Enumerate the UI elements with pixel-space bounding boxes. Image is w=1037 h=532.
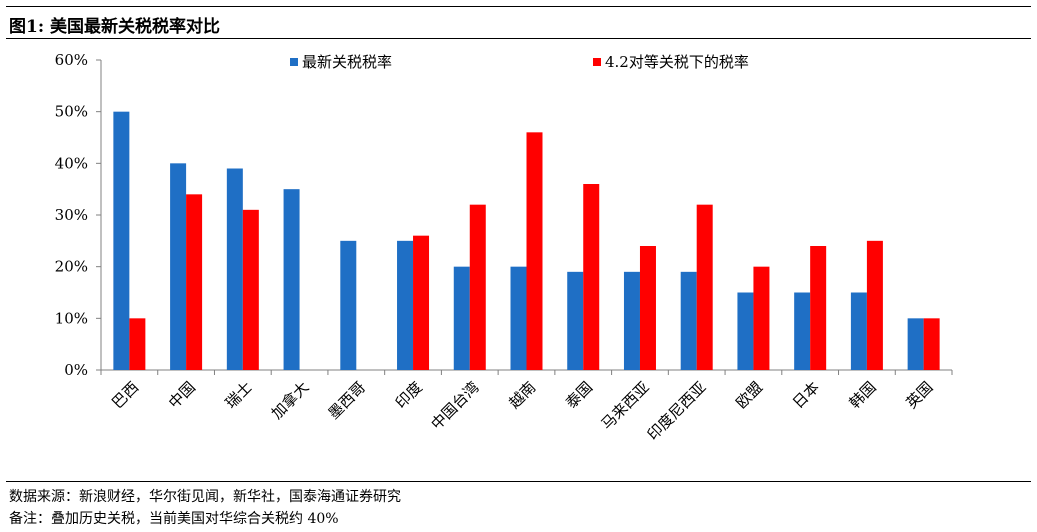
bar-reciprocal-tariff — [639, 246, 656, 370]
x-category-label: 日本 — [789, 378, 823, 412]
bar-reciprocal-tariff — [469, 204, 486, 370]
remark-note: 备注：叠加历史关税，当前美国对华综合关税约 40% — [9, 511, 339, 527]
x-category-label: 中国 — [165, 378, 199, 412]
y-tick-label: 20% — [55, 258, 88, 276]
x-category-label: 印度 — [392, 378, 426, 412]
bar-latest-tariff — [794, 292, 811, 370]
bar-reciprocal-tariff — [923, 318, 940, 370]
x-category-label: 英国 — [903, 378, 937, 412]
bar-latest-tariff — [226, 168, 243, 370]
bar-reciprocal-tariff — [753, 266, 770, 370]
bar-latest-tariff — [283, 189, 300, 370]
y-tick-label: 30% — [55, 206, 88, 224]
legend-swatch-latest — [290, 58, 298, 66]
y-tick-label: 0% — [64, 361, 88, 379]
bar-reciprocal-tariff — [866, 240, 883, 370]
x-category-label: 越南 — [505, 378, 539, 412]
bar-reciprocal-tariff — [242, 209, 259, 370]
bar-latest-tariff — [340, 240, 357, 370]
bar-latest-tariff — [850, 292, 867, 370]
bar-chart: 0% 10% 20% 30% 40% 50% 60% 巴西 中国 瑞士 加拿大 墨西哥 印度 中国台湾 越南… — [55, 51, 953, 444]
figure-title: 图1: 美国最新关税税率对比 — [9, 17, 221, 37]
y-tick-label: 50% — [55, 103, 88, 121]
x-category-label: 马来西亚 — [598, 378, 653, 433]
chart-area: 0% 10% 20% 30% 40% 50% 60% 巴西 中国 瑞士 加拿大 墨西哥 印度 中国台湾 越南… — [0, 40, 1037, 478]
x-category-label: 中国台湾 — [427, 378, 482, 433]
bar-reciprocal-tariff — [129, 318, 146, 370]
footer-rule — [6, 481, 1031, 482]
bar-reciprocal-tariff — [526, 132, 543, 370]
bar-latest-tariff — [510, 266, 527, 370]
x-category-label: 瑞士 — [222, 378, 256, 412]
x-category-label: 泰国 — [562, 378, 596, 412]
x-category-label: 印度尼西亚 — [644, 378, 710, 444]
header-top-rule — [6, 6, 1031, 7]
bar-reciprocal-tariff — [810, 246, 827, 370]
bar-latest-tariff — [623, 271, 640, 370]
bar-reciprocal-tariff — [583, 184, 600, 370]
bar-reciprocal-tariff — [413, 235, 430, 370]
bar-latest-tariff — [907, 318, 924, 370]
x-category-label: 韩国 — [846, 378, 880, 412]
legend-label-reciprocal: 4.2对等关税下的税率 — [605, 53, 749, 71]
figure-footer: 数据来源：新浪财经，华尔街见闻，新华社，国泰海通证券研究 备注：叠加历史关税，当… — [0, 478, 1037, 532]
bar-latest-tariff — [170, 163, 187, 370]
legend-swatch-reciprocal — [593, 58, 601, 66]
x-category-label: 欧盟 — [732, 378, 766, 412]
legend-label-latest: 最新关税税率 — [302, 53, 392, 71]
bar-latest-tariff — [397, 240, 414, 370]
bar-reciprocal-tariff — [186, 194, 203, 370]
y-tick-label: 10% — [55, 309, 88, 327]
bar-latest-tariff — [680, 271, 697, 370]
x-category-label: 巴西 — [108, 378, 142, 412]
bar-latest-tariff — [737, 292, 754, 370]
bar-latest-tariff — [113, 111, 130, 371]
x-category-label: 加拿大 — [268, 378, 313, 423]
y-tick-label: 40% — [55, 154, 88, 172]
figure-header: 图1: 美国最新关税税率对比 — [0, 0, 1037, 40]
bar-reciprocal-tariff — [696, 204, 713, 370]
bar-latest-tariff — [453, 266, 470, 370]
y-tick-label: 60% — [55, 51, 88, 69]
bar-latest-tariff — [567, 271, 584, 370]
x-category-label: 墨西哥 — [325, 378, 370, 423]
header-bottom-rule — [6, 38, 1031, 39]
source-note: 数据来源：新浪财经，华尔街见闻，新华社，国泰海通证券研究 — [9, 489, 401, 505]
